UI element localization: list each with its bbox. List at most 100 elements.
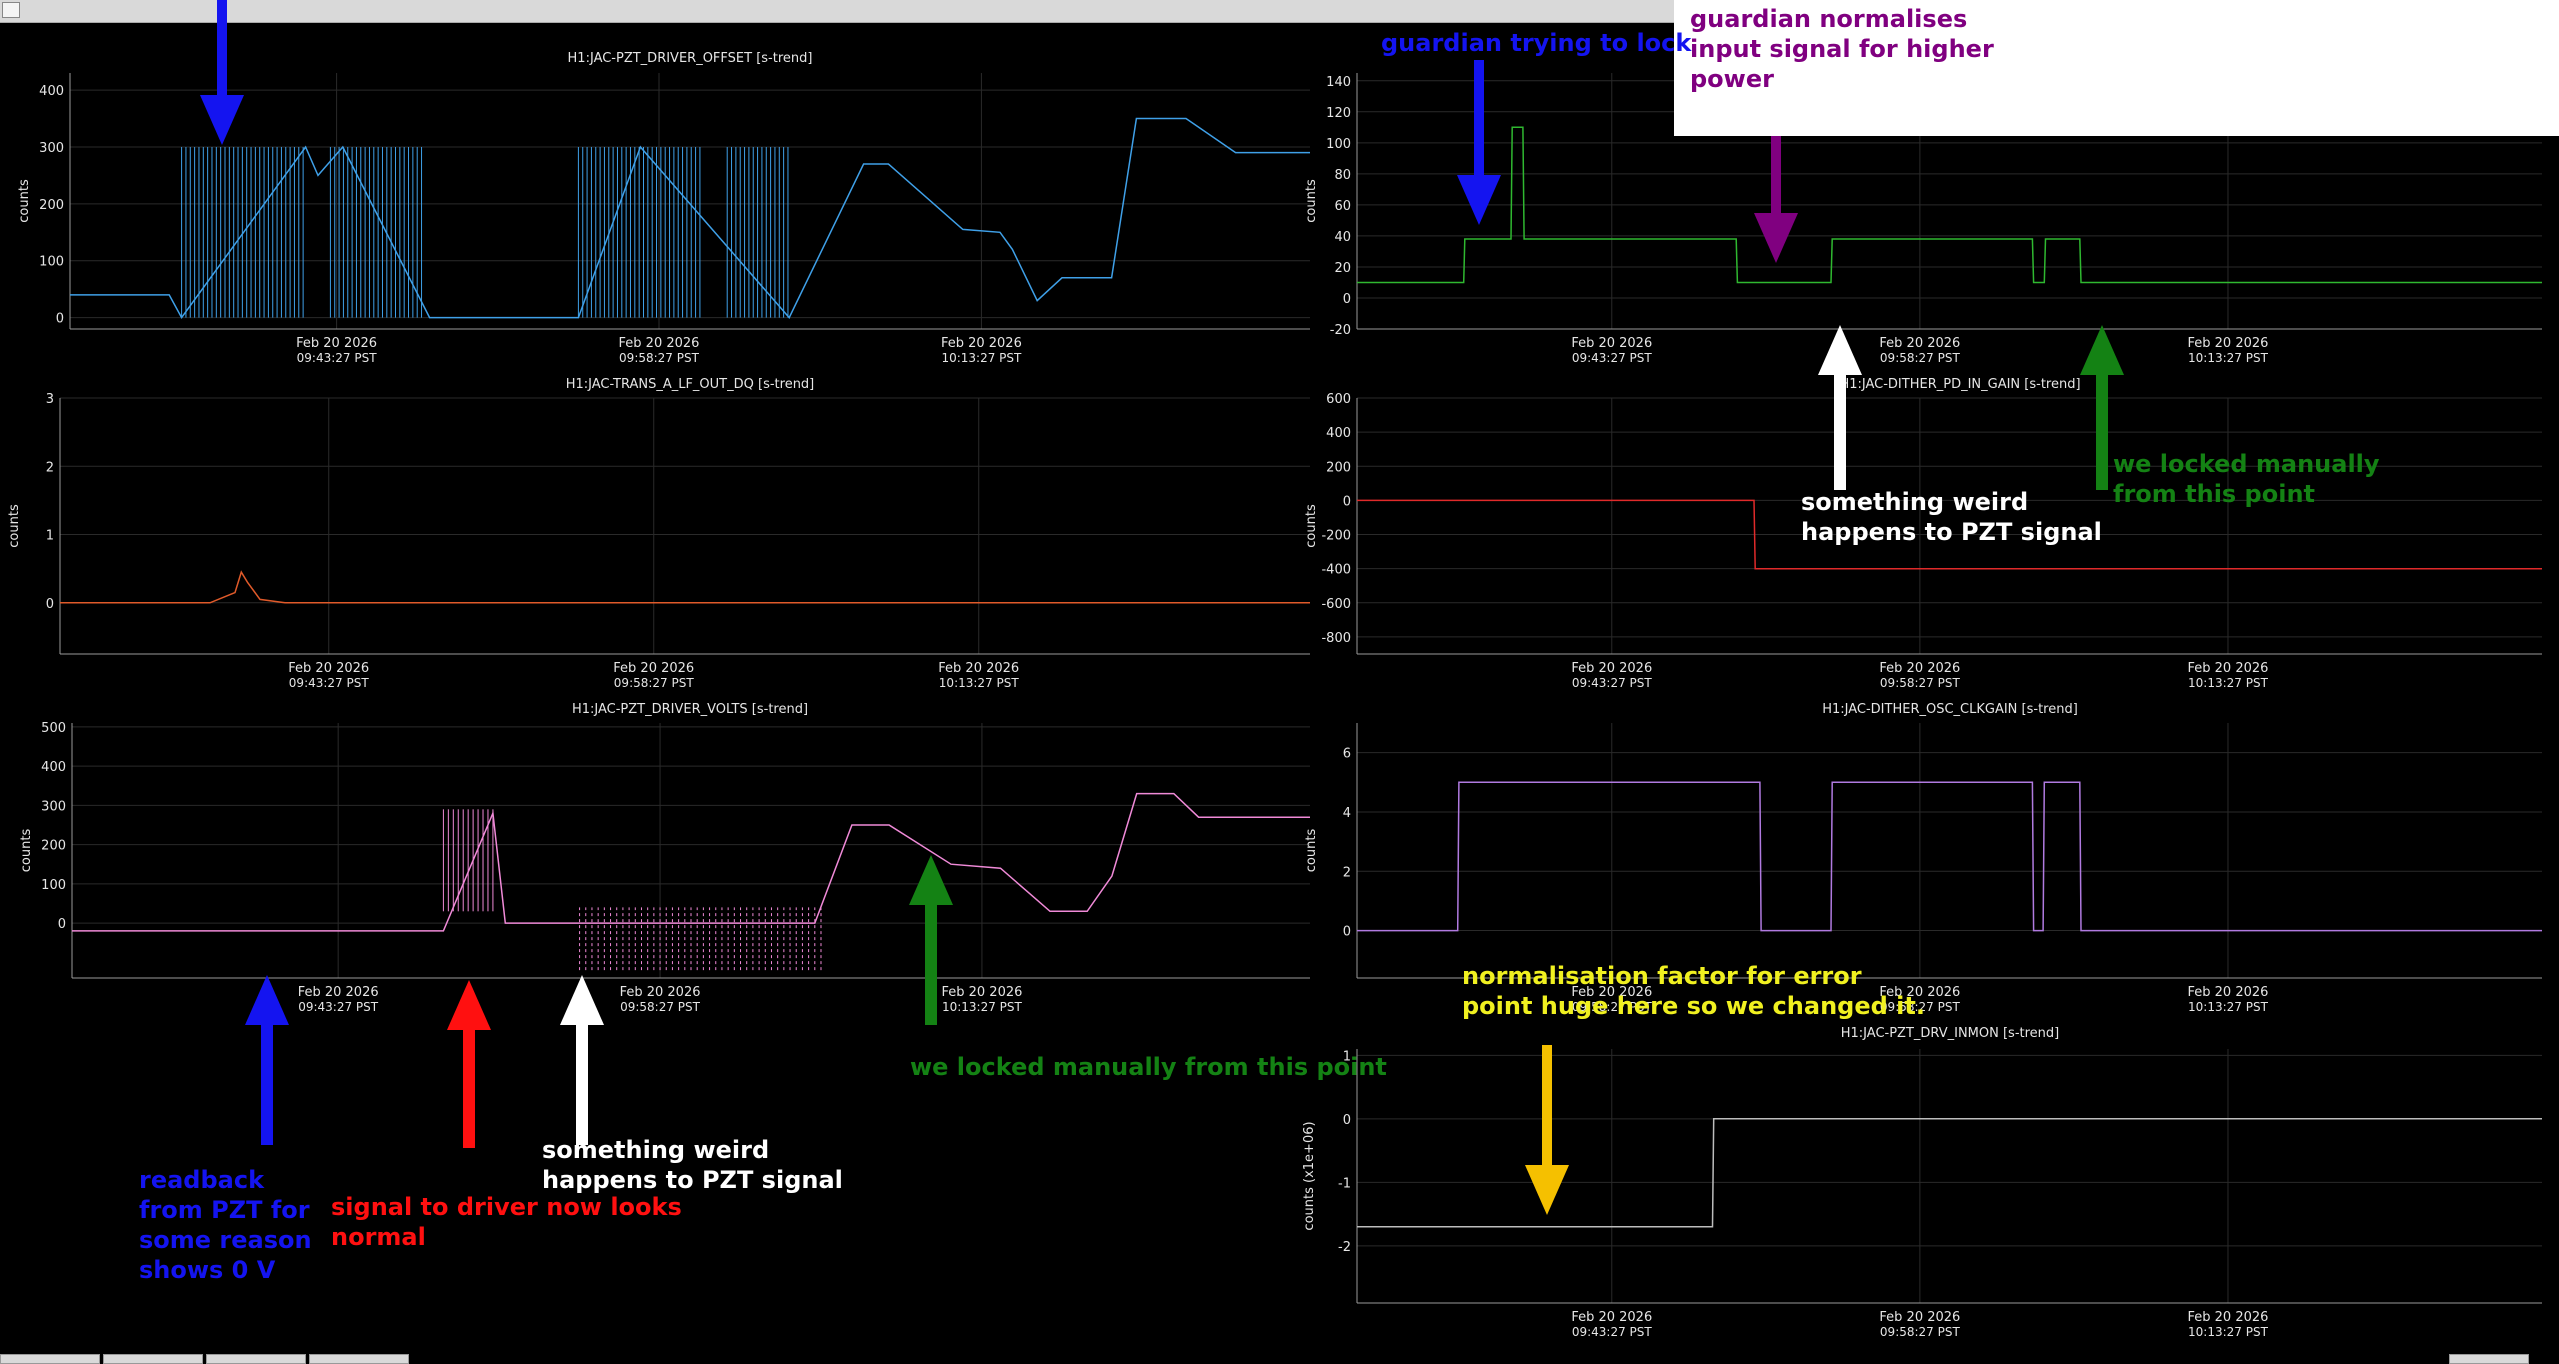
x-tick-label: Feb 20 2026 <box>2188 661 2269 676</box>
y-tick-label: -20 <box>1330 323 1351 338</box>
y-tick-label: 1 <box>1343 1049 1351 1064</box>
y-tick-label: 2 <box>46 460 54 475</box>
y-tick-label: -2 <box>1338 1240 1351 1255</box>
annotation-locked-manually-right: we locked manually from this point <box>2113 450 2380 508</box>
x-tick-label: 10:13:27 PST <box>2188 1000 2269 1014</box>
x-tick-label: 09:58:27 PST <box>614 676 695 690</box>
chart-panel-p5: H1:JAC-PZT_DRIVER_VOLTS [s-trend] 0 100 200… <box>19 702 1310 1014</box>
annotation-guardian-trying: guardian trying to lock <box>1381 29 1692 57</box>
x-tick-label: 09:58:27 PST <box>1880 676 1961 690</box>
y-tick-label: 0 <box>58 917 66 932</box>
x-tick-label: 10:13:27 PST <box>2188 1325 2269 1339</box>
y-tick-label: -600 <box>1321 597 1351 612</box>
y-tick-label: 120 <box>1326 106 1351 121</box>
x-tick-label: 10:13:27 PST <box>941 351 1022 365</box>
arrow-yellow-normalisation <box>1525 1045 1569 1215</box>
y-tick-label: 100 <box>1326 137 1351 152</box>
x-tick-label: Feb 20 2026 <box>296 336 377 351</box>
x-tick-label: Feb 20 2026 <box>938 661 1019 676</box>
y-tick-label: 500 <box>41 721 66 736</box>
arrow-blue-readback <box>245 975 289 1145</box>
taskbar-tab-2[interactable] <box>103 1354 203 1364</box>
chart-panel-p1: H1:JAC-PZT_DRIVER_OFFSET [s-trend] 0 100 20… <box>17 51 1310 365</box>
data-series <box>60 570 1310 604</box>
y-axis-label: counts <box>1304 829 1319 873</box>
y-tick-label: 200 <box>41 839 66 854</box>
chart-panel-p8: H1:JAC-PZT_DRV_INMON [s-trend] -2 -1 0 1 Feb … <box>1302 1026 2542 1339</box>
y-axis-label: counts <box>17 179 32 223</box>
y-tick-label: 60 <box>1334 199 1351 214</box>
y-tick-label: 0 <box>1343 494 1351 509</box>
x-tick-label: 09:58:27 PST <box>619 351 700 365</box>
y-tick-label: 2 <box>1343 865 1351 880</box>
arrow-blue-guardian <box>1457 60 1501 225</box>
y-axis-label: counts <box>1304 504 1319 548</box>
y-tick-label: 140 <box>1326 75 1351 90</box>
x-tick-label: Feb 20 2026 <box>941 985 1022 1000</box>
x-tick-label: 10:13:27 PST <box>939 676 1020 690</box>
annotation-normalisation-factor: normalisation factor for error point hug… <box>1462 962 1925 1020</box>
x-tick-label: Feb 20 2026 <box>2188 1310 2269 1325</box>
y-tick-label: 300 <box>41 799 66 814</box>
annotation-background <box>1674 0 2559 136</box>
taskbar-tab-3[interactable] <box>206 1354 306 1364</box>
y-tick-label: 300 <box>39 141 64 156</box>
x-tick-label: 09:58:27 PST <box>1572 1000 1653 1014</box>
x-tick-label: Feb 20 2026 <box>288 661 369 676</box>
y-tick-label: 0 <box>1343 925 1351 940</box>
annotation-signal-driver: signal to driver now looks normal <box>331 1193 682 1251</box>
y-tick-label: 100 <box>39 255 64 270</box>
x-tick-label: Feb 20 2026 <box>1879 1310 1960 1325</box>
y-tick-label: 400 <box>41 760 66 775</box>
y-tick-label: 600 <box>1326 392 1351 407</box>
y-tick-label: -800 <box>1321 631 1351 646</box>
x-tick-label: Feb 20 2026 <box>2188 985 2269 1000</box>
x-tick-label: 09:43:27 PST <box>289 676 370 690</box>
x-tick-label: 09:58:27 PST <box>1880 351 1961 365</box>
data-series <box>1357 126 2542 284</box>
x-tick-label: Feb 20 2026 <box>1879 985 1960 1000</box>
chart-panel-p3: H1:JAC-TRANS_A_LF_OUT_DQ [s-trend] 0 1 2 3 Fe… <box>7 377 1310 690</box>
x-tick-label: Feb 20 2026 <box>1571 1310 1652 1325</box>
annotation-weird-pzt-right: something weird happens to PZT signal <box>1801 488 2102 546</box>
data-series <box>1357 781 2542 932</box>
annotation-readback-pzt: readback from PZT for some reason shows … <box>139 1166 312 1284</box>
chart-title: H1:JAC-PZT_DRV_INMON [s-trend] <box>1841 1026 2060 1041</box>
arrow-blue-top-left <box>200 0 244 145</box>
arrow-green-right <box>2080 325 2124 490</box>
taskbar-tab-4[interactable] <box>309 1354 409 1364</box>
chart-panel-p6: H1:JAC-DITHER_OSC_CLKGAIN [s-trend] 0 2 4 6 F… <box>1304 702 2542 1014</box>
y-tick-label: 0 <box>1343 1113 1351 1128</box>
x-tick-label: Feb 20 2026 <box>613 661 694 676</box>
y-axis-label: counts <box>1304 179 1319 223</box>
y-axis-label: counts (x1e+06) <box>1302 1121 1317 1230</box>
x-tick-label: 09:58:27 PST <box>1880 1325 1961 1339</box>
x-tick-label: Feb 20 2026 <box>2188 336 2269 351</box>
y-tick-label: 3 <box>46 392 54 407</box>
x-tick-label: Feb 20 2026 <box>1879 661 1960 676</box>
data-series <box>1357 499 2542 570</box>
y-tick-label: -1 <box>1338 1176 1351 1191</box>
taskbar-tab-5[interactable] <box>2449 1354 2529 1364</box>
window-icon[interactable] <box>2 2 20 18</box>
taskbar-tab-1[interactable] <box>0 1354 100 1364</box>
x-tick-label: 09:58:27 PST <box>620 1000 701 1014</box>
y-tick-label: 200 <box>39 198 64 213</box>
y-tick-label: 400 <box>1326 426 1351 441</box>
chart-title: H1:JAC-PZT_DRIVER_VOLTS [s-trend] <box>572 702 808 717</box>
y-tick-label: 20 <box>1334 261 1351 276</box>
y-tick-label: 0 <box>46 597 54 612</box>
y-tick-label: 1 <box>46 529 54 544</box>
x-tick-label: Feb 20 2026 <box>1571 985 1652 1000</box>
annotation-locked-manually-left: we locked manually from this point <box>910 1053 1387 1081</box>
annotation-guardian-normalises: guardian normalises input signal for hig… <box>1690 5 1994 93</box>
y-tick-label: 6 <box>1343 747 1351 762</box>
x-tick-label: 09:43:27 PST <box>1572 676 1653 690</box>
x-tick-label: 09:43:27 PST <box>1572 351 1653 365</box>
y-tick-label: 400 <box>39 84 64 99</box>
chart-title: H1:JAC-DITHER_PD_IN_GAIN [s-trend] <box>1839 377 2080 392</box>
arrow-purple-normalises <box>1754 95 1798 263</box>
x-tick-label: Feb 20 2026 <box>941 336 1022 351</box>
y-axis-label: counts <box>19 829 34 873</box>
